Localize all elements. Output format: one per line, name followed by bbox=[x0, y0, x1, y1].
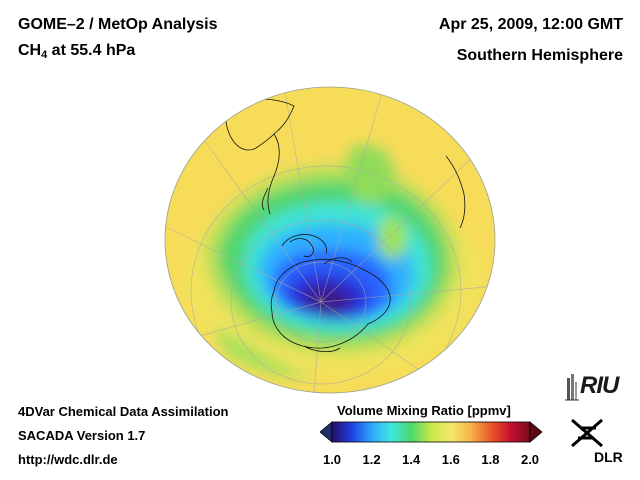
colorbar-min-arrow bbox=[320, 421, 333, 443]
colorbar-tick-label: 1.0 bbox=[322, 452, 342, 467]
date-label: Apr 25, 2009, 12:00 GMT bbox=[438, 16, 623, 33]
colorbar-max-arrow bbox=[529, 421, 542, 443]
colorbar-bar bbox=[331, 421, 531, 443]
globe-map bbox=[164, 86, 496, 394]
colorbar-title: Volume Mixing Ratio [ppmv] bbox=[337, 403, 511, 418]
footer-url[interactable]: http://wdc.dlr.de bbox=[18, 452, 118, 467]
dlr-logo-icon bbox=[571, 418, 603, 448]
riu-logo-text: RIU bbox=[580, 372, 619, 399]
species-subscript: 4 bbox=[41, 49, 48, 61]
footer-version: SACADA Version 1.7 bbox=[18, 428, 146, 443]
dlr-logo-text: DLR bbox=[594, 449, 623, 465]
species-label: CH4 at 55.4 hPa bbox=[18, 42, 135, 61]
species-base: CH bbox=[18, 42, 42, 59]
coastlines bbox=[225, 98, 466, 352]
colorbar-tick-label: 2.0 bbox=[520, 452, 540, 467]
colorbar-tick-label: 1.2 bbox=[362, 452, 381, 467]
colorbar bbox=[320, 421, 542, 443]
chart-title: GOME–2 / MetOp Analysis bbox=[18, 16, 218, 33]
hemisphere-label: Southern Hemisphere bbox=[456, 47, 623, 64]
colorbar-tick-label: 1.8 bbox=[481, 452, 500, 467]
map-field bbox=[165, 87, 495, 393]
colorbar-tick-label: 1.4 bbox=[402, 452, 421, 467]
colorbar-tick-label: 1.6 bbox=[441, 452, 460, 467]
riu-building-icon bbox=[565, 374, 579, 401]
species-level: at 55.4 hPa bbox=[47, 42, 136, 59]
footer-system: 4DVar Chemical Data Assimilation bbox=[18, 404, 229, 419]
